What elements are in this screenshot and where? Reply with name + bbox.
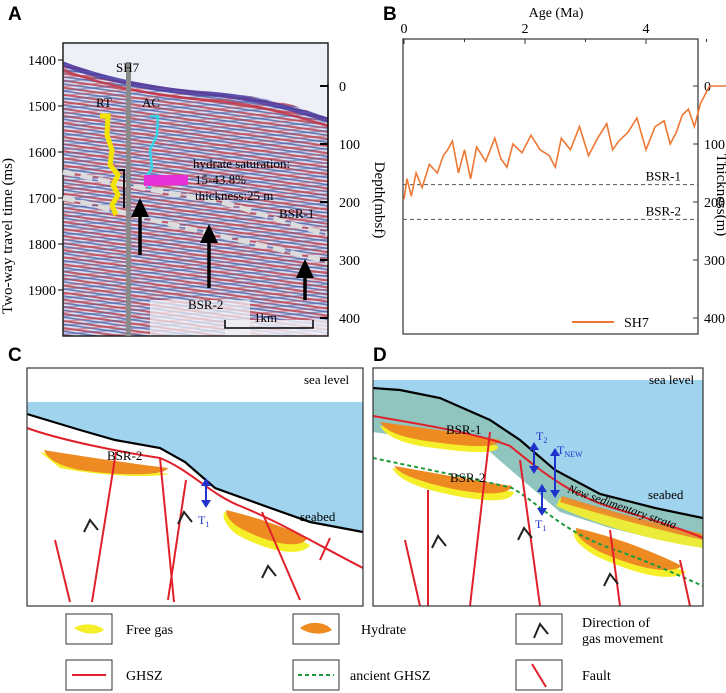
twt-tick: 1800: [28, 238, 56, 253]
saturation-value: 15-43.8%: [195, 172, 246, 187]
legend-label-sh7: SH7: [624, 316, 649, 331]
hydrate-d1: [380, 422, 500, 447]
panel-c-letter: C: [8, 345, 22, 366]
faults-c: [54, 451, 331, 603]
tnew-d-label: TNEW: [557, 443, 583, 459]
scale-label: 1km: [254, 310, 277, 325]
legend-ancient-label: ancient GHSZ: [350, 669, 430, 684]
bsr2-label: BSR-2: [188, 297, 223, 312]
ancient-ghsz-d: [373, 457, 703, 587]
panel-d-frame: [372, 367, 704, 607]
sea-c: [27, 402, 363, 532]
bsr2-d-label: BSR-2: [450, 470, 485, 485]
y-tick-label: 300: [704, 254, 725, 269]
seabed-d-label: seabed: [648, 487, 684, 502]
hydrate-c1: [44, 450, 168, 475]
depth-tick: 400: [339, 312, 360, 327]
depth-axis-label: Depth(mbsf): [371, 162, 387, 239]
free-gas-c1: [40, 452, 170, 476]
sea-level-c: sea level: [304, 372, 350, 387]
twt-ticks: 1400 1500 1600 1700 1800 1900: [28, 54, 63, 299]
gas-direction-d: [431, 526, 619, 587]
seabed-c: [27, 412, 363, 534]
panel-d: D: [372, 345, 704, 607]
legend-hydrate-label: Hydrate: [361, 623, 406, 638]
hydrate-c2: [226, 510, 308, 545]
gas-direction-icon: [533, 622, 549, 639]
twt-tick: 1600: [28, 146, 56, 161]
x-tick-label: 0: [401, 22, 408, 37]
chart-legend: SH7: [572, 316, 649, 331]
y-tick-label: 0: [704, 80, 711, 95]
twt-tick: 1700: [28, 192, 56, 207]
depth-tick: 0: [339, 80, 346, 95]
legend-free-gas-label: Free gas: [126, 623, 173, 638]
bsr2-c-label: BSR-2: [107, 448, 142, 463]
panel-b: B Age (Ma) 024680100200300400BSR-1BSR-2 …: [383, 4, 726, 335]
faults-d: [404, 431, 691, 606]
x-tick-label: 2: [522, 22, 529, 37]
twt-axis-label: Two-way travel time (ms): [0, 158, 16, 314]
well-label: SH7: [116, 60, 140, 75]
y-tick-label: 100: [704, 138, 725, 153]
thickness-label: thickness:25 m: [195, 188, 273, 203]
scale-bar: [224, 320, 314, 329]
panel-c: C: [8, 345, 364, 607]
t1-d-label: T1: [535, 517, 546, 533]
series-line-sh7: [403, 85, 726, 200]
panel-a-letter: A: [8, 4, 22, 25]
twt-tick: 1500: [28, 100, 56, 115]
depth-tick: 100: [339, 138, 360, 153]
reference-label-bsr-1: BSR-1: [646, 169, 681, 184]
t2-d-label: T2: [536, 429, 547, 445]
gas-direction-c: [83, 510, 277, 579]
panel-c-frame: [26, 367, 364, 607]
bsr1-line: [62, 169, 329, 237]
rt-log: [100, 113, 121, 216]
depth-tick: 200: [339, 196, 360, 211]
well-sh7: [126, 62, 131, 336]
hydrate-d2: [394, 466, 512, 494]
saturation-label: hydrate saturation:: [193, 156, 290, 171]
ghsz-d: [373, 415, 703, 539]
t1-c-label: T1: [198, 513, 209, 529]
hydrate-d3: [576, 528, 682, 571]
t-arrows-d: [529, 442, 560, 516]
legend-ghsz-label: GHSZ: [126, 669, 163, 684]
legend-fault-label: Fault: [582, 669, 611, 684]
chart-title: Age (Ma): [529, 6, 584, 21]
reference-label-bsr-2: BSR-2: [646, 203, 681, 218]
seabed-c-label: seabed: [300, 509, 336, 524]
bsr-arrows: [131, 198, 314, 300]
depth-ticks: 0 100 200 300 400: [320, 80, 360, 327]
bsr1-label: BSR-1: [279, 206, 314, 221]
depth-tick: 300: [339, 254, 360, 269]
y-tick-label: 400: [704, 312, 725, 327]
legend-direction-line1: Direction of: [582, 616, 650, 631]
rt-label: RT: [96, 95, 112, 110]
y-tick-label: 200: [704, 196, 725, 211]
legend: Free gas Hydrate Direction of gas moveme…: [65, 613, 663, 691]
ghsz-c: [27, 427, 363, 569]
panel-a: A SH7 RT AC hydrate saturation: 15-43.8%…: [0, 4, 387, 337]
legend-direction-swatch: [515, 613, 563, 645]
chart-frame: [402, 38, 699, 335]
bsr1-d-label: BSR-1: [446, 422, 481, 437]
seafloor-reflector: [63, 61, 328, 123]
thickness-axis-label: Thickness(m): [713, 154, 726, 236]
x-tick-label: 4: [643, 22, 650, 37]
panel-d-letter: D: [373, 345, 387, 366]
ac-label: AC: [142, 95, 160, 110]
legend-direction-line2: gas movement: [582, 632, 663, 647]
sea-level-d: sea level: [649, 372, 695, 387]
panel-b-letter: B: [383, 4, 397, 25]
twt-tick: 1900: [28, 284, 56, 299]
bsr2-line: [62, 195, 329, 265]
seabed-d: [373, 386, 703, 520]
twt-tick: 1400: [28, 54, 56, 69]
hydrate-interval: [144, 175, 188, 186]
